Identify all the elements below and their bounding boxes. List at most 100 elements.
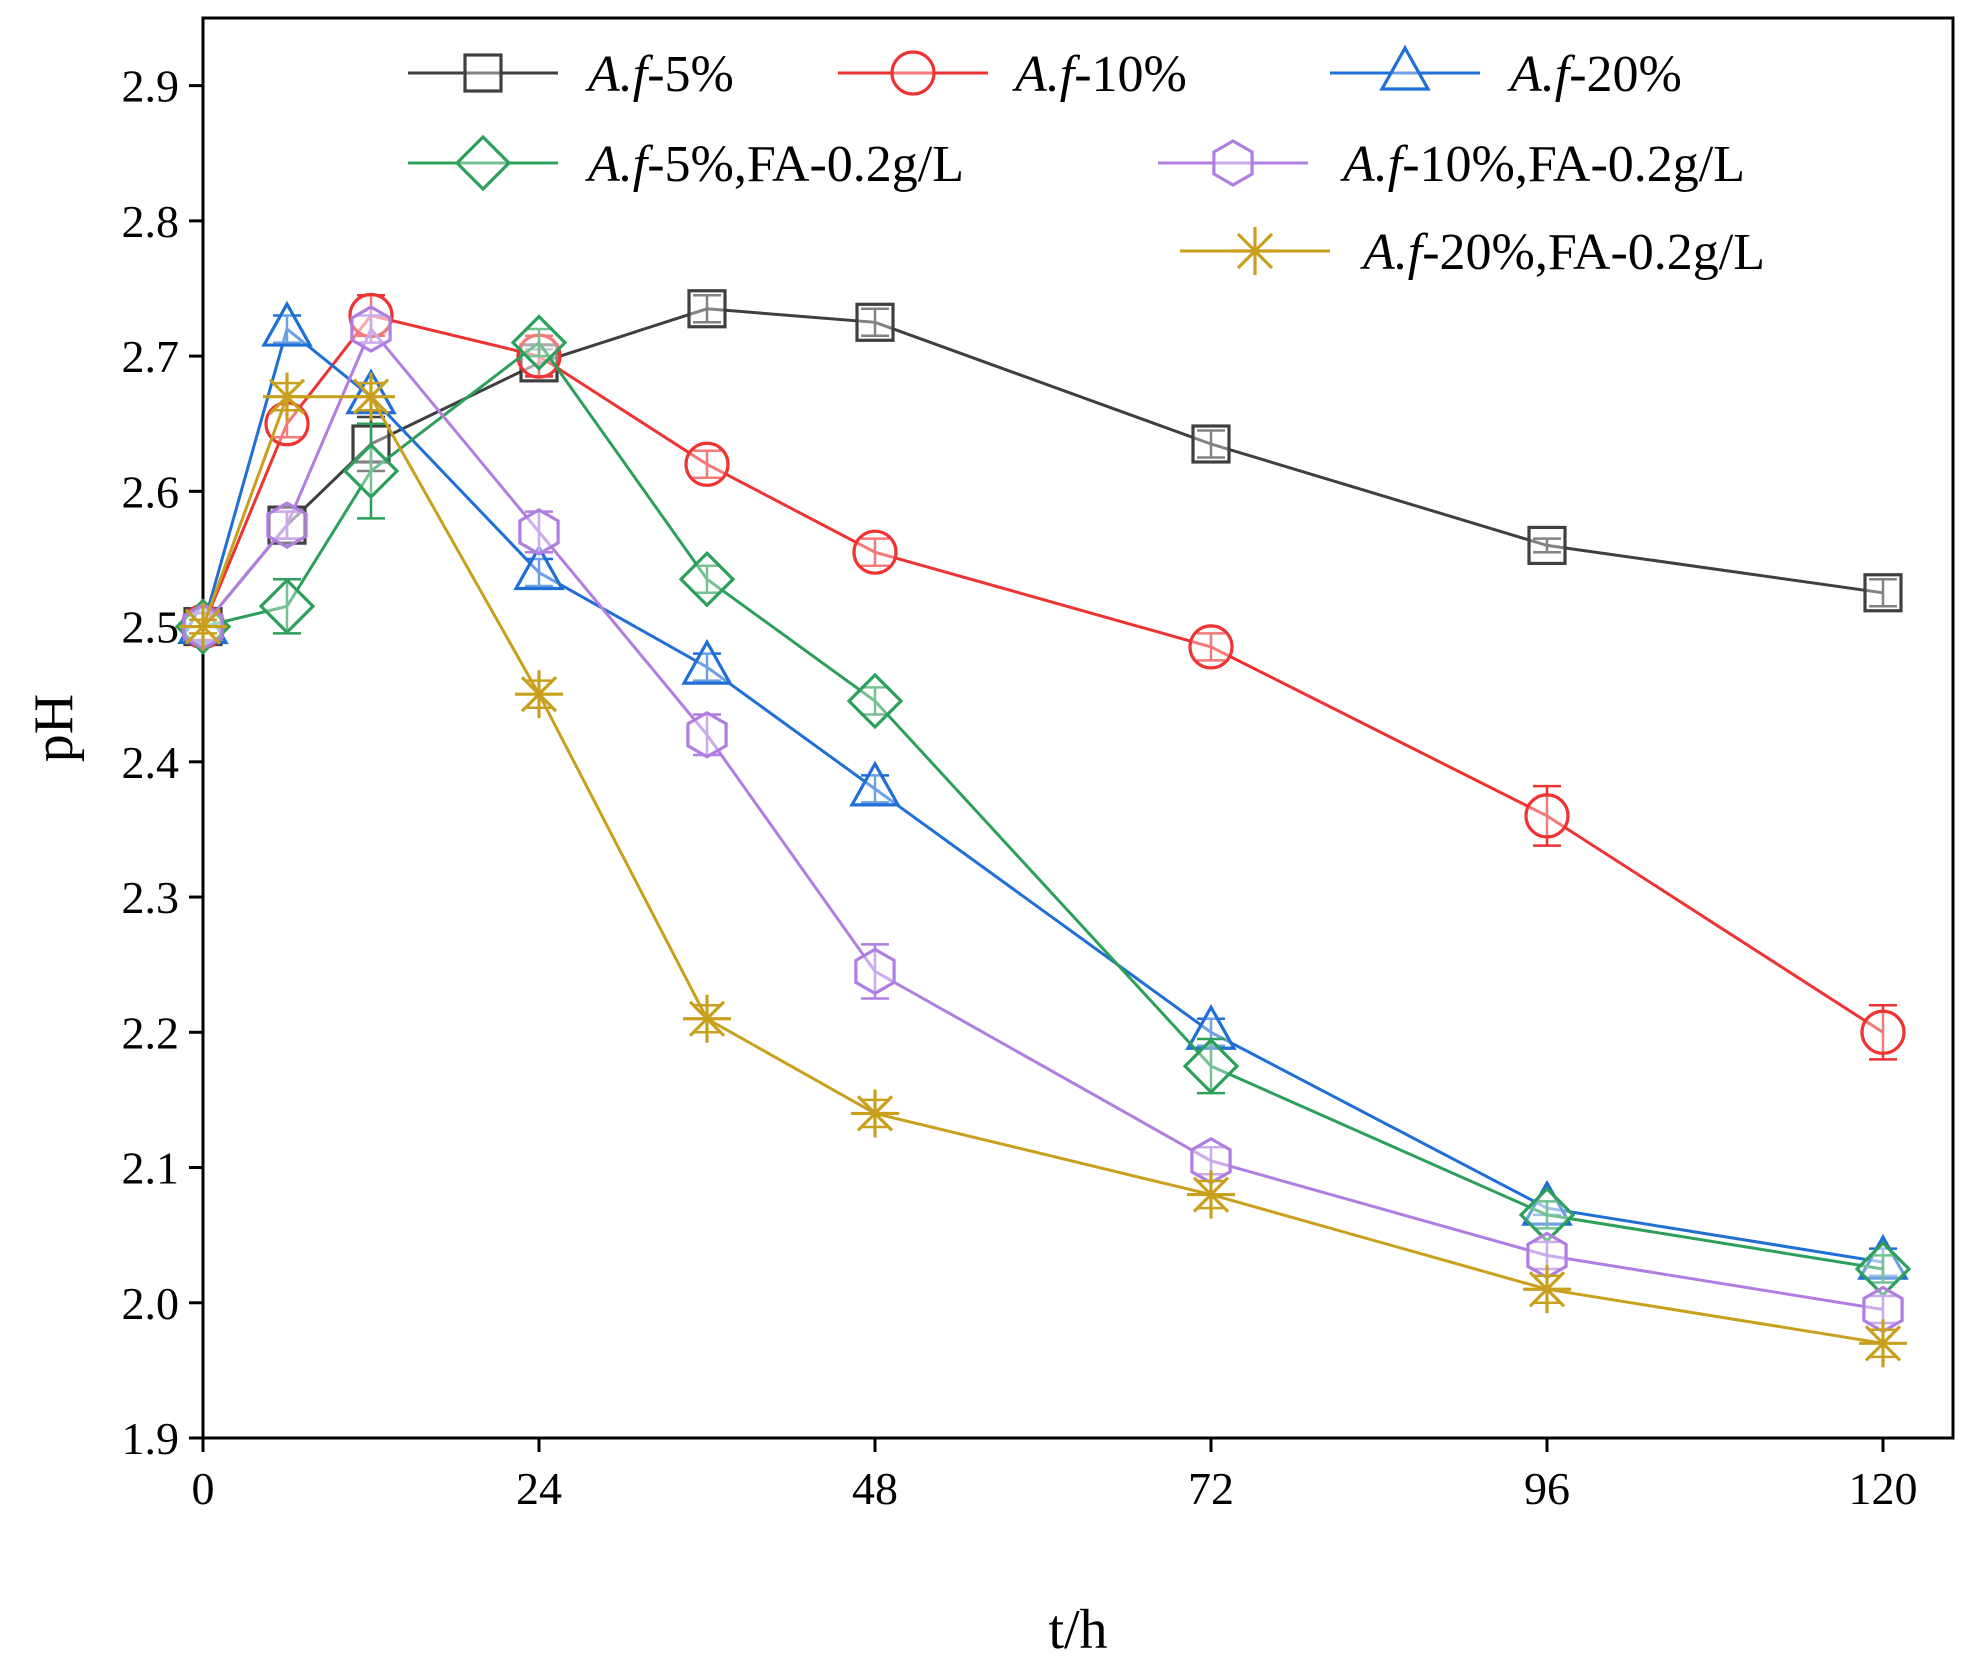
asterisk-stroke bbox=[1528, 1271, 1566, 1308]
asterisk-stroke bbox=[856, 1095, 894, 1132]
circle-marker-shape bbox=[890, 50, 936, 96]
data-point-marker bbox=[263, 372, 311, 421]
asterisk-stroke bbox=[520, 676, 558, 713]
data-point-marker bbox=[1859, 1319, 1907, 1368]
hexagon-marker-shape bbox=[350, 305, 392, 353]
y-axis-title: pH bbox=[23, 694, 85, 762]
data-point-marker bbox=[1524, 793, 1570, 839]
y-tick-label: 2.2 bbox=[122, 1007, 180, 1058]
hexagon-marker-shape bbox=[854, 947, 896, 996]
legend-label-italic: A.f bbox=[1340, 136, 1409, 193]
x-tick-label: 24 bbox=[516, 1463, 562, 1514]
asterisk-stroke bbox=[352, 378, 390, 415]
legend-label: A.f-10% bbox=[1012, 46, 1187, 103]
square-marker-shape bbox=[1863, 573, 1903, 613]
square-marker-shape bbox=[463, 53, 503, 93]
x-axis-title: t/h bbox=[1048, 1599, 1107, 1661]
data-point-marker bbox=[678, 550, 736, 608]
data-point-marker bbox=[1527, 525, 1567, 566]
series-line bbox=[202, 340, 1884, 1271]
x-tick-label: 72 bbox=[1188, 1463, 1234, 1514]
data-point-marker bbox=[851, 1089, 899, 1138]
legend-label-rest: -20%,FA-0.2g/L bbox=[1422, 224, 1765, 281]
error-bar bbox=[861, 943, 889, 1000]
data-point-marker bbox=[513, 544, 565, 591]
x-tick-label: 0 bbox=[192, 1463, 215, 1514]
error-bar bbox=[1197, 429, 1225, 459]
axes-layer: 0 24 48 72 96 120 1.9 2.0 2.1 2.2 2.3 2.4 2.5 2.6 2.7 2… bbox=[122, 16, 1955, 1514]
legend-label-italic: A.f bbox=[1360, 224, 1429, 281]
data-point-marker bbox=[1182, 1037, 1240, 1095]
data-point-marker bbox=[1863, 573, 1903, 613]
data-point-marker bbox=[510, 314, 568, 371]
square-marker-shape bbox=[1191, 424, 1231, 464]
hexagon-marker-shape bbox=[518, 508, 560, 556]
data-point-marker bbox=[1860, 1009, 1906, 1055]
hexagon-marker-shape bbox=[1212, 139, 1254, 187]
legend-marker bbox=[1379, 44, 1431, 91]
legend-entry-1: A.f-5% bbox=[408, 46, 734, 103]
hexagon-marker-shape bbox=[1190, 1136, 1232, 1185]
legend-marker bbox=[1231, 227, 1279, 275]
y-tick-label: 1.9 bbox=[122, 1413, 180, 1464]
y-tick-label: 2.9 bbox=[122, 61, 180, 112]
series-6 bbox=[179, 372, 1907, 1368]
data-point-marker bbox=[1188, 624, 1234, 670]
square-marker-shape bbox=[687, 289, 727, 329]
hexagon-marker-shape bbox=[266, 501, 308, 549]
error-bar bbox=[861, 686, 889, 716]
legend-label: A.f-10%,FA-0.2g/L bbox=[1340, 136, 1745, 193]
series-1 bbox=[183, 289, 1903, 647]
data-point-marker bbox=[350, 305, 392, 353]
error-bar bbox=[693, 564, 721, 595]
triangle-marker-shape bbox=[261, 300, 313, 347]
error-bar bbox=[525, 557, 553, 588]
legend-label: A.f-5%,FA-0.2g/L bbox=[585, 136, 964, 193]
legend-label-italic: A.f bbox=[1012, 46, 1081, 103]
data-point-marker bbox=[681, 638, 733, 685]
data-point-marker bbox=[1187, 1170, 1235, 1219]
error-bar bbox=[273, 510, 301, 540]
error-bar bbox=[273, 314, 301, 344]
series-line bbox=[201, 313, 1884, 1034]
legend-marker bbox=[890, 50, 936, 96]
circle-marker-shape bbox=[1524, 793, 1570, 839]
diamond-marker-shape bbox=[258, 578, 316, 635]
series-layer bbox=[174, 289, 1912, 1368]
data-point-marker bbox=[854, 947, 896, 996]
y-tick-label: 2.5 bbox=[122, 602, 180, 653]
legend-label-italic: A.f bbox=[585, 136, 654, 193]
asterisk-stroke bbox=[268, 378, 306, 415]
error-bar bbox=[861, 774, 889, 804]
legend-label-rest: -5% bbox=[647, 46, 734, 103]
data-point-marker bbox=[855, 302, 895, 342]
hexagon-marker-shape bbox=[1862, 1285, 1904, 1334]
error-bar bbox=[357, 314, 385, 344]
asterisk-stroke bbox=[688, 1000, 726, 1037]
error-bar bbox=[861, 537, 889, 567]
legend-entry-5: A.f-10%,FA-0.2g/L bbox=[1158, 136, 1745, 193]
legend-label: A.f-5% bbox=[585, 46, 734, 103]
square-marker-shape bbox=[1527, 525, 1567, 566]
error-bar bbox=[357, 422, 385, 520]
legend-label-rest: -5%,FA-0.2g/L bbox=[647, 136, 964, 193]
error-bar bbox=[1869, 1003, 1897, 1061]
data-point-marker bbox=[515, 670, 563, 719]
data-point-marker bbox=[687, 289, 727, 329]
y-tick-label: 2.3 bbox=[122, 872, 180, 923]
error-bar bbox=[1197, 632, 1225, 662]
error-bar bbox=[693, 652, 721, 682]
legend-label-rest: -20% bbox=[1569, 46, 1682, 103]
legend-label-italic: A.f bbox=[585, 46, 654, 103]
hexagon-marker-shape bbox=[686, 710, 728, 759]
y-tick-label: 2.7 bbox=[122, 331, 180, 382]
data-point-marker bbox=[1526, 1231, 1568, 1280]
triangle-marker-shape bbox=[849, 760, 901, 807]
data-point-marker bbox=[258, 578, 316, 635]
hexagon-marker-shape bbox=[1526, 1231, 1568, 1280]
triangle-marker-shape bbox=[513, 544, 565, 591]
data-point-marker bbox=[1190, 1136, 1232, 1185]
legend-entry-4: A.f-5%,FA-0.2g/L bbox=[408, 134, 964, 193]
